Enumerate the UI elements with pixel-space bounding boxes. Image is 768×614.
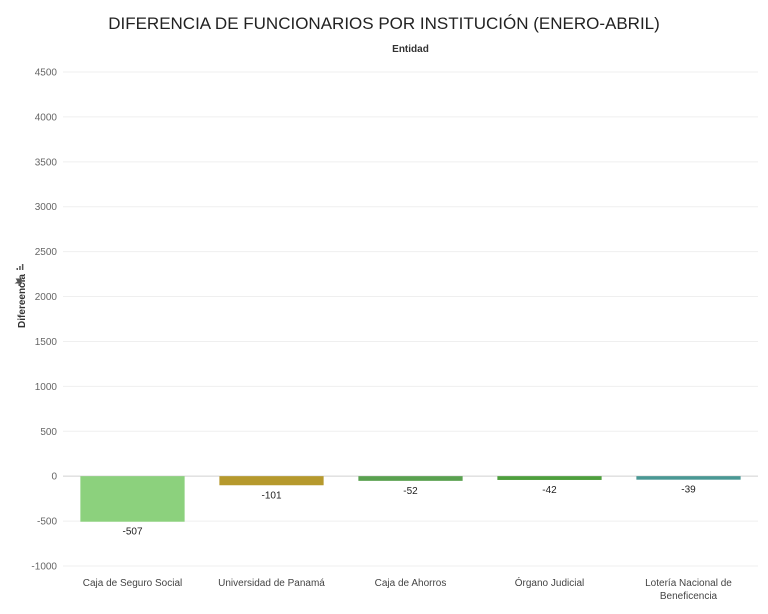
data-label: -42 <box>542 485 557 496</box>
y-tick-label: 4000 <box>35 112 58 123</box>
x-axis-header: Entidad <box>392 44 429 55</box>
y-tick-label: 3500 <box>35 157 58 168</box>
y-axis-title-group: Difereencia <box>14 264 28 328</box>
y-tick-label: 2500 <box>35 247 58 258</box>
chart-title: DIFERENCIA DE FUNCIONARIOS POR INSTITUCI… <box>108 14 660 33</box>
y-axis-title: Difereencia <box>17 274 28 328</box>
data-label: -39 <box>681 485 696 496</box>
bar[interactable] <box>636 476 741 480</box>
y-tick-label: 1500 <box>35 337 58 348</box>
x-tick-label: Órgano Judicial <box>514 578 585 589</box>
data-labels: -507 -101 -52 -42 -39 <box>122 485 696 538</box>
y-axis-ticks: 4500 4000 3500 3000 2500 2000 1500 1000 500 0 -500… <box>31 68 57 573</box>
y-tick-label: 3000 <box>35 202 58 213</box>
bar[interactable] <box>219 476 324 486</box>
data-label: -101 <box>261 490 281 501</box>
bar[interactable] <box>80 476 185 522</box>
x-tick-label: Caja de Ahorros <box>374 578 447 589</box>
x-tick-label: Caja de Seguro Social <box>82 578 183 589</box>
x-tick-label: Universidad de Panamá <box>218 578 325 589</box>
y-tick-label: 500 <box>40 427 57 438</box>
sort-bars-icon[interactable] <box>16 264 24 270</box>
y-tick-label: -500 <box>37 517 57 528</box>
pin-icon[interactable] <box>14 278 24 286</box>
y-tick-label: -1000 <box>31 562 57 573</box>
data-label: -52 <box>403 486 418 497</box>
y-tick-label: 4500 <box>35 68 58 79</box>
bar[interactable] <box>358 476 463 481</box>
data-label: -507 <box>122 527 142 538</box>
bar[interactable] <box>497 476 602 480</box>
y-tick-label: 1000 <box>35 382 58 393</box>
y-tick-label: 0 <box>51 472 57 483</box>
bars[interactable] <box>80 476 741 522</box>
y-tick-label: 2000 <box>35 292 58 303</box>
x-tick-label: Lotería Nacional de Beneficencia <box>645 578 732 602</box>
